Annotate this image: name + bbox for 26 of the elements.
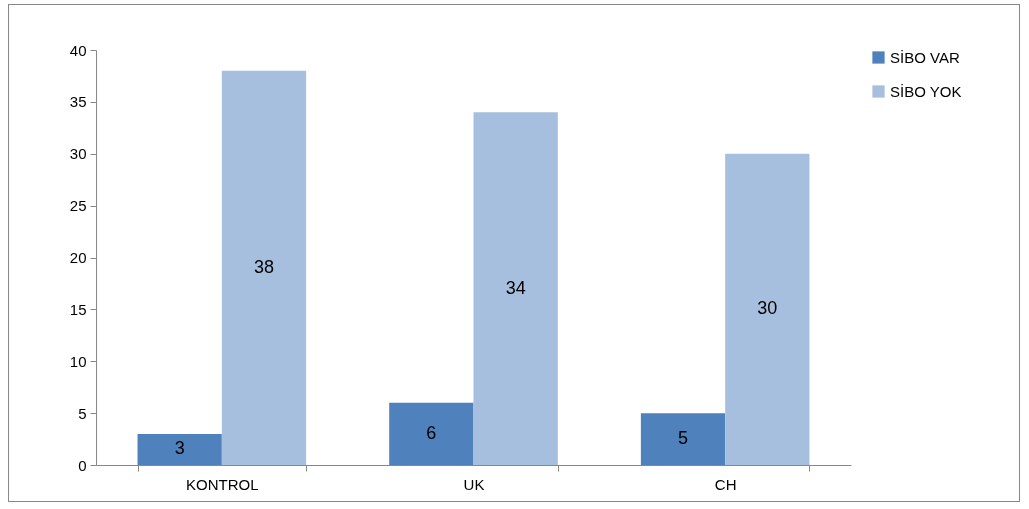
y-tick-label: 0 bbox=[78, 456, 87, 474]
y-tick-label: 30 bbox=[69, 145, 87, 163]
bar bbox=[389, 402, 474, 465]
y-tick-label: 40 bbox=[69, 41, 87, 59]
x-tick-label: UK bbox=[463, 475, 485, 493]
data-label: 3 bbox=[174, 438, 185, 459]
bar bbox=[640, 413, 726, 465]
data-label: 5 bbox=[678, 428, 689, 449]
y-tick-label: 15 bbox=[69, 300, 87, 318]
x-tick-label: KONTROL bbox=[186, 475, 259, 493]
bar bbox=[473, 112, 558, 465]
y-tick-label: 5 bbox=[78, 404, 87, 422]
data-label: 34 bbox=[505, 277, 526, 298]
y-tick-label: 20 bbox=[69, 249, 87, 266]
legend-label: SİBO YOK bbox=[890, 82, 962, 100]
y-tick-label: 25 bbox=[69, 197, 87, 215]
bar bbox=[137, 433, 222, 465]
legend-label: SİBO VAR bbox=[890, 48, 960, 66]
y-tick-label: 10 bbox=[69, 352, 87, 370]
data-label: 38 bbox=[253, 256, 274, 277]
x-tick-label: CH bbox=[714, 475, 737, 493]
data-label: 6 bbox=[426, 422, 437, 443]
bar bbox=[221, 70, 307, 465]
bar bbox=[725, 153, 810, 465]
y-tick-label: 35 bbox=[69, 93, 87, 111]
data-label: 30 bbox=[757, 298, 778, 319]
